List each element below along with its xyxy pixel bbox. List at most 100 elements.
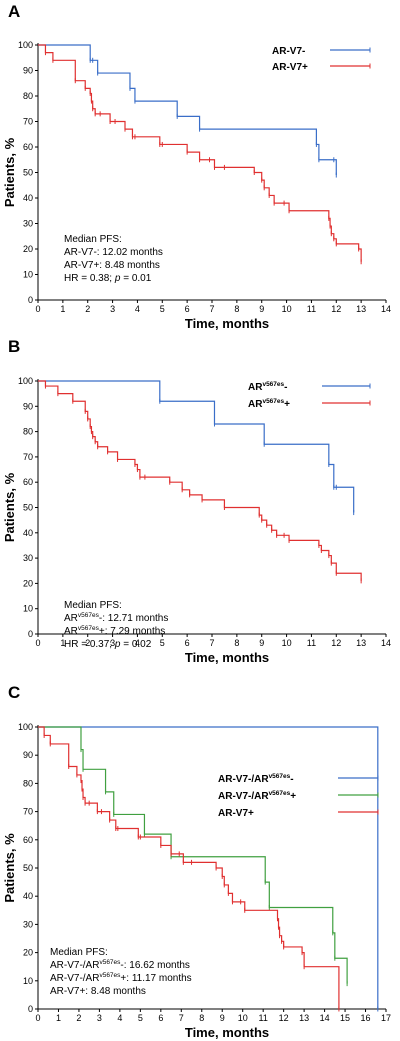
- y-tick-label: 90: [23, 66, 33, 76]
- y-tick-label: 100: [18, 376, 33, 386]
- median-pfs-annotation: AR-V7-: 12.02 months: [64, 247, 163, 258]
- x-tick-label: 4: [135, 638, 140, 648]
- series-line-1: [38, 44, 362, 262]
- x-axis-title: Time, months: [185, 316, 269, 331]
- x-tick-label: 7: [209, 304, 214, 314]
- x-tick-label: 10: [282, 638, 292, 648]
- x-tick-label: 9: [259, 304, 264, 314]
- x-tick-label: 11: [307, 638, 316, 648]
- y-tick-label: 20: [23, 578, 33, 588]
- y-tick-label: 40: [23, 193, 33, 203]
- x-tick-label: 0: [35, 1013, 40, 1023]
- x-tick-label: 1: [60, 638, 65, 648]
- y-tick-label: 80: [23, 91, 33, 101]
- y-tick-label: 70: [23, 452, 33, 462]
- y-tick-label: 90: [23, 401, 33, 411]
- x-tick-label: 14: [320, 1013, 330, 1023]
- x-axis-title: Time, months: [185, 650, 269, 665]
- y-tick-label: 50: [23, 863, 33, 873]
- series-line-0: [38, 44, 337, 176]
- y-tick-label: 0: [28, 1004, 33, 1014]
- x-tick-label: 4: [135, 304, 140, 314]
- y-tick-label: 100: [18, 722, 33, 732]
- y-tick-label: 10: [23, 976, 33, 986]
- y-tick-label: 20: [23, 948, 33, 958]
- legend-label: AR-V7+: [218, 808, 254, 819]
- y-tick-label: 80: [23, 427, 33, 437]
- y-tick-label: 100: [18, 40, 33, 50]
- x-tick-label: 10: [238, 1013, 248, 1023]
- y-tick-label: 0: [28, 295, 33, 305]
- legend-label: ARv567es-: [248, 381, 288, 393]
- x-tick-label: 11: [307, 304, 316, 314]
- x-tick-label: 3: [97, 1013, 102, 1023]
- x-tick-label: 2: [76, 1013, 81, 1023]
- y-axis-title: Patients, %: [2, 472, 17, 542]
- median-pfs-annotation: Median PFS:: [50, 947, 108, 958]
- panel-label: B: [8, 337, 20, 356]
- x-tick-label: 7: [209, 638, 214, 648]
- x-tick-label: 8: [199, 1013, 204, 1023]
- legend-label: AR-V7+: [272, 62, 308, 73]
- y-tick-label: 70: [23, 117, 33, 127]
- median-pfs-annotation: ARv567es+: 7.29 months: [64, 625, 165, 637]
- series-line-1: [38, 726, 348, 984]
- median-pfs-annotation: Median PFS:: [64, 600, 122, 611]
- x-tick-label: 12: [331, 304, 341, 314]
- y-tick-label: 10: [23, 604, 33, 614]
- y-tick-label: 30: [23, 553, 33, 563]
- median-pfs-annotation: AR-V7+: 8.48 months: [50, 986, 146, 997]
- median-pfs-annotation: HR = 0.38; p = 0.01: [64, 273, 152, 284]
- x-tick-label: 10: [282, 304, 292, 314]
- x-tick-label: 6: [185, 638, 190, 648]
- x-tick-label: 11: [259, 1013, 268, 1023]
- x-tick-label: 13: [356, 304, 366, 314]
- series-line-1: [38, 380, 362, 581]
- x-tick-label: 3: [110, 304, 115, 314]
- median-pfs-annotation: ARv567es-: 12.71 months: [64, 612, 168, 624]
- x-tick-label: 5: [160, 638, 165, 648]
- x-tick-label: 14: [381, 638, 391, 648]
- panel-label: A: [8, 2, 20, 21]
- legend-label: ARv567es+: [248, 398, 290, 410]
- panel-label: C: [8, 683, 20, 702]
- y-tick-label: 40: [23, 891, 33, 901]
- x-tick-label: 12: [331, 638, 341, 648]
- x-tick-label: 15: [340, 1013, 350, 1023]
- legend-label: AR-V7-/ARv567es+: [218, 790, 296, 802]
- x-tick-label: 14: [381, 304, 391, 314]
- x-tick-label: 8: [234, 304, 239, 314]
- x-tick-label: 1: [60, 304, 65, 314]
- x-tick-label: 13: [356, 638, 366, 648]
- x-tick-label: 16: [361, 1013, 371, 1023]
- x-tick-label: 9: [220, 1013, 225, 1023]
- x-tick-label: 1: [56, 1013, 61, 1023]
- legend-label: AR-V7-/ARv567es-: [218, 773, 294, 785]
- y-tick-label: 10: [23, 270, 33, 280]
- x-tick-label: 6: [185, 304, 190, 314]
- median-pfs-annotation: AR-V7+: 8.48 months: [64, 260, 160, 271]
- x-tick-label: 4: [117, 1013, 122, 1023]
- y-tick-label: 30: [23, 219, 33, 229]
- x-tick-label: 8: [234, 638, 239, 648]
- y-tick-label: 50: [23, 168, 33, 178]
- y-tick-label: 20: [23, 244, 33, 254]
- x-tick-label: 2: [85, 304, 90, 314]
- x-tick-label: 7: [179, 1013, 184, 1023]
- median-pfs-annotation: AR-V7-/ARv567es-: 16.62 months: [50, 959, 190, 971]
- y-tick-label: 60: [23, 477, 33, 487]
- x-tick-label: 9: [259, 638, 264, 648]
- x-tick-label: 13: [299, 1013, 309, 1023]
- median-pfs-annotation: AR-V7-/ARv567es+: 11.17 months: [50, 972, 192, 984]
- x-axis-title: Time, months: [185, 1025, 269, 1040]
- y-tick-label: 80: [23, 778, 33, 788]
- y-axis-title: Patients, %: [2, 137, 17, 207]
- x-tick-label: 6: [158, 1013, 163, 1023]
- y-tick-label: 70: [23, 807, 33, 817]
- x-tick-label: 0: [35, 304, 40, 314]
- x-tick-label: 12: [279, 1013, 289, 1023]
